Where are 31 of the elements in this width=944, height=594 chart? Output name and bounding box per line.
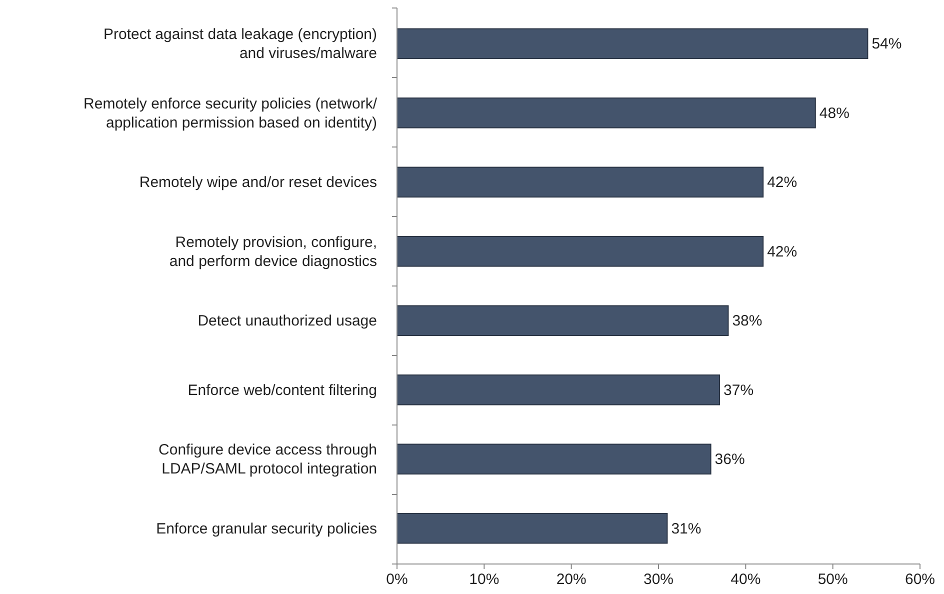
y-tick-label: Enforce web/content filtering [188,382,377,399]
y-tick-label: Remotely provision, configure, and perform device diagnostics [169,234,377,270]
y-tick-label: Protect against data leakage (encryption) and viruses/malware [104,26,377,62]
x-tick-label: 40% [730,571,761,588]
x-tick-label: 10% [469,571,500,588]
x-tick-label: 50% [818,571,848,588]
data-label: 36% [714,451,745,468]
bar [396,166,764,198]
bar [396,512,668,544]
data-label: 31% [671,520,702,538]
data-label: 42% [767,174,798,192]
y-tick-label: Detect unauthorized usage [198,312,377,330]
y-tick-label: Enforce granular security policies [156,520,377,538]
x-tick-label: 0% [386,571,408,588]
bar [396,236,764,267]
data-label: 37% [724,382,754,399]
data-label: 38% [732,312,762,330]
bar [396,305,729,336]
x-tick-label: 30% [643,571,674,588]
bar [396,28,868,60]
bar [396,444,712,474]
bar [396,98,816,128]
x-tick-label: 60% [904,571,936,588]
y-tick-label: Remotely enforce security policies (network/ application permission based on identity) [84,95,378,132]
bar [396,374,720,406]
data-label: 48% [819,104,850,122]
data-label: 42% [767,243,798,260]
x-tick-label: 20% [556,571,586,588]
y-tick-label: Configure device access through LDAP/SAML protocol integration [158,442,377,478]
y-tick-label: Remotely wipe and/or reset devices [139,174,377,192]
data-label: 54% [872,36,902,53]
